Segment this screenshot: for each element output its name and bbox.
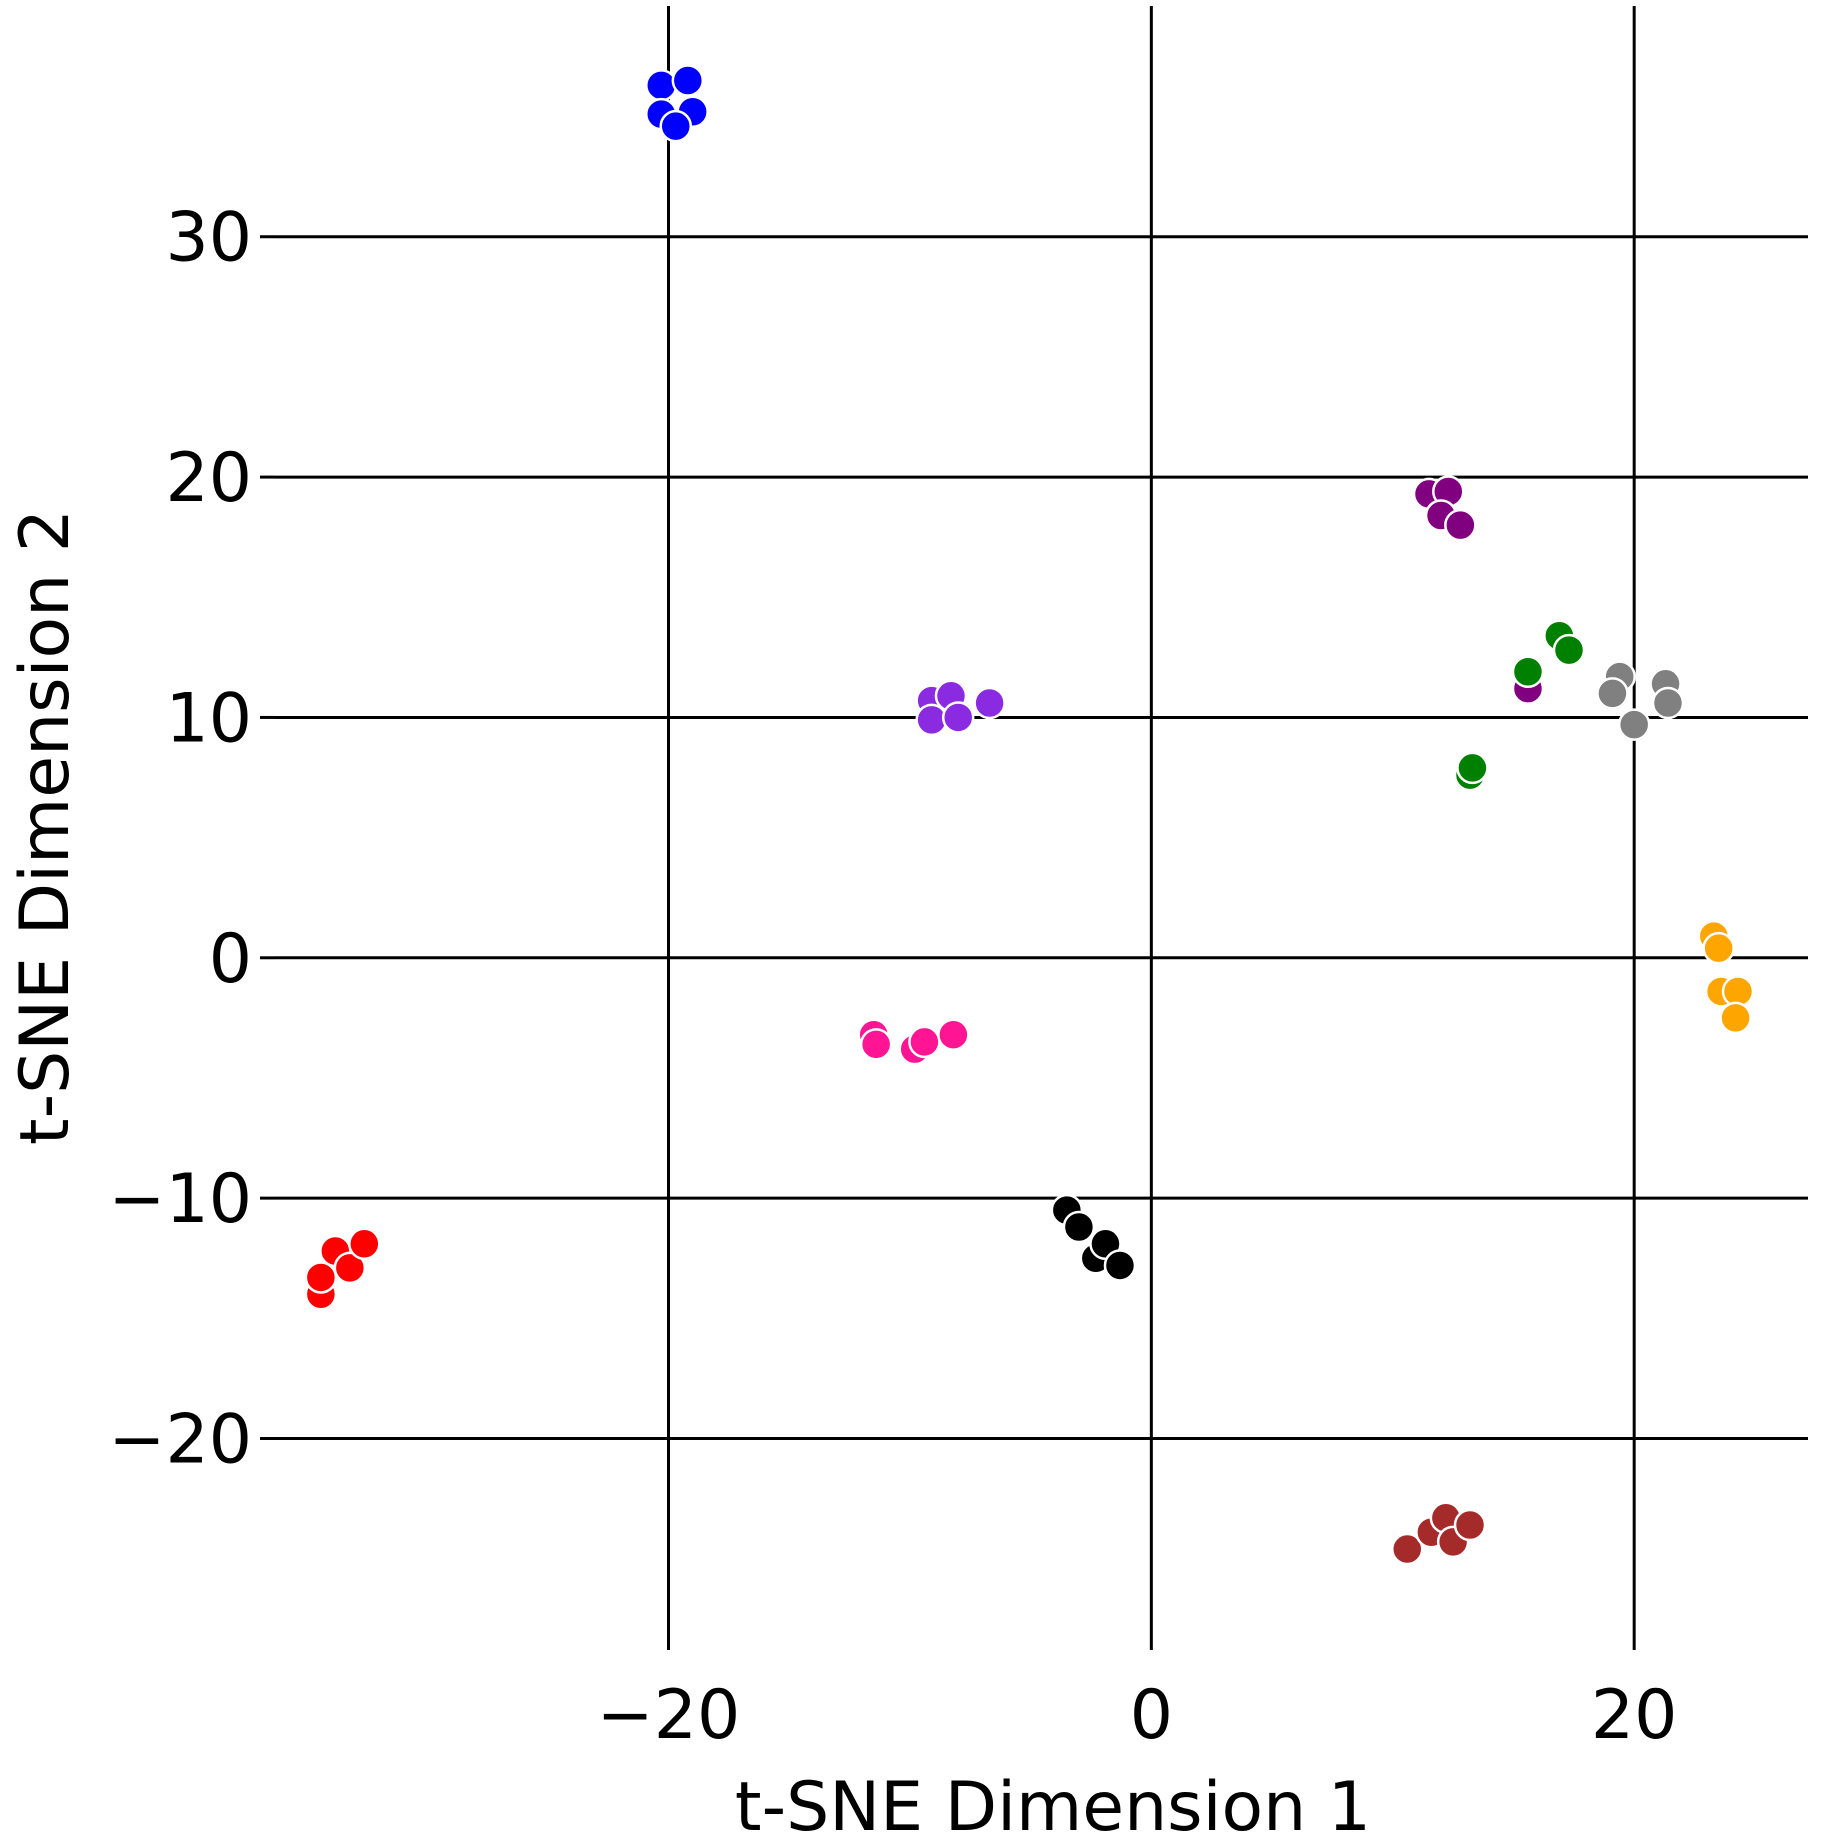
x-tick-label: −20 bbox=[597, 1676, 741, 1755]
scatter-point bbox=[908, 1025, 941, 1059]
x-tick-label: 20 bbox=[1591, 1676, 1678, 1755]
scatter-point bbox=[1062, 1210, 1096, 1244]
scatter-point bbox=[1456, 751, 1489, 785]
y-tick-label: −10 bbox=[108, 1160, 252, 1239]
y-tick-label: 0 bbox=[209, 920, 252, 999]
scatter-point bbox=[304, 1261, 338, 1294]
axis-ticks: −20 0 20 −20 −10 0 10 20 30 bbox=[108, 199, 1677, 1755]
scatter-point bbox=[1552, 633, 1586, 667]
scatter-point bbox=[1453, 1508, 1487, 1542]
scatter-point bbox=[1444, 508, 1477, 542]
scatter-point bbox=[659, 109, 693, 143]
scatter-point bbox=[1617, 708, 1651, 741]
scatter-point bbox=[973, 686, 1006, 720]
y-tick-label: 20 bbox=[165, 439, 252, 518]
scatter-point bbox=[645, 69, 678, 102]
scatter-point bbox=[1702, 931, 1735, 965]
scatter-point bbox=[348, 1227, 381, 1261]
scatter-point bbox=[1719, 1001, 1752, 1035]
scatter-point bbox=[333, 1251, 367, 1285]
scatter-point bbox=[671, 64, 705, 97]
y-axis-label: t-SNE Dimension 2 bbox=[6, 509, 85, 1145]
scatter-point bbox=[1651, 686, 1685, 720]
x-tick-label: 0 bbox=[1130, 1676, 1173, 1755]
scatter-point bbox=[937, 1018, 970, 1051]
scatter-point bbox=[1511, 655, 1545, 689]
scatter-point bbox=[1103, 1249, 1137, 1282]
scatter-point bbox=[1596, 677, 1629, 710]
x-axis-label: t-SNE Dimension 1 bbox=[735, 1768, 1371, 1846]
scatter-point bbox=[859, 1028, 893, 1061]
grid-lines bbox=[275, 6, 1808, 1650]
scatter-point bbox=[941, 701, 975, 734]
scatter-point bbox=[1390, 1532, 1424, 1566]
y-tick-label: 30 bbox=[165, 199, 252, 278]
y-tick-label: −20 bbox=[108, 1400, 252, 1479]
data-points bbox=[304, 64, 1755, 1566]
y-tick-label: 10 bbox=[165, 679, 252, 758]
